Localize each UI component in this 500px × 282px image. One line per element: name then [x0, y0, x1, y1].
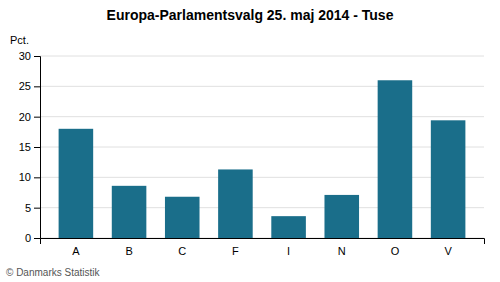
bar [218, 169, 253, 238]
grid-line [40, 86, 484, 87]
tick: 15 [19, 141, 40, 153]
tick-label: B [125, 245, 132, 257]
axis-line [34, 57, 41, 239]
tick-mark [34, 117, 40, 118]
grid-line [40, 56, 484, 57]
bars [59, 80, 466, 238]
tick: N [338, 245, 346, 257]
tick: C [178, 245, 186, 257]
bar [165, 197, 200, 238]
bar [378, 80, 413, 238]
tick: F [232, 245, 239, 257]
axis-line [41, 239, 485, 245]
tick-mark [34, 177, 40, 178]
bar [112, 186, 147, 238]
tick-mark [34, 56, 40, 57]
footer: © Danmarks Statistik [6, 267, 101, 278]
tick: 0 [25, 232, 40, 244]
tick: 25 [19, 80, 40, 92]
tick: I [287, 245, 290, 257]
y-axis: 0 5 10 15 20 25 30 [19, 50, 41, 244]
tick: 5 [25, 202, 40, 214]
grid [40, 56, 484, 238]
tick-label: 20 [19, 111, 31, 123]
grid-line [40, 177, 484, 178]
tick-label: N [338, 245, 346, 257]
tick: B [125, 245, 132, 257]
chart: Europa-Parlamentsvalg 25. maj 2014 - Tus… [0, 0, 500, 282]
tick-label: 0 [25, 232, 31, 244]
tick-mark [34, 147, 40, 148]
tick-label: 30 [19, 50, 31, 62]
bar [431, 120, 466, 238]
bar [271, 216, 306, 238]
bar [324, 195, 359, 238]
y-axis-label: Pct. [10, 34, 29, 46]
tick-label: 15 [19, 141, 31, 153]
tick-label: C [178, 245, 186, 257]
tick-mark [34, 238, 40, 239]
tick-mark [34, 208, 40, 209]
tick-label: 5 [25, 202, 31, 214]
tick-label: O [391, 245, 400, 257]
tick: A [72, 245, 80, 257]
tick: 30 [19, 50, 40, 62]
tick-label: 25 [19, 80, 31, 92]
tick-label: 10 [19, 171, 31, 183]
tick: 20 [19, 111, 40, 123]
tick-label: A [72, 245, 80, 257]
title: Europa-Parlamentsvalg 25. maj 2014 - Tus… [107, 7, 394, 23]
x-axis: ABCFINOV [41, 239, 485, 257]
tick-label: I [287, 245, 290, 257]
tick-label: F [232, 245, 239, 257]
plot-area: 0 5 10 15 20 25 30 A B C F I N O V [19, 50, 485, 257]
grid-line [40, 147, 484, 148]
tick: O [391, 245, 400, 257]
tick-label: V [444, 245, 452, 257]
tick: 10 [19, 171, 40, 183]
grid-line [40, 116, 484, 117]
grid-line [40, 207, 484, 208]
tick-mark [34, 86, 40, 87]
tick: V [444, 245, 452, 257]
bar [59, 129, 94, 238]
